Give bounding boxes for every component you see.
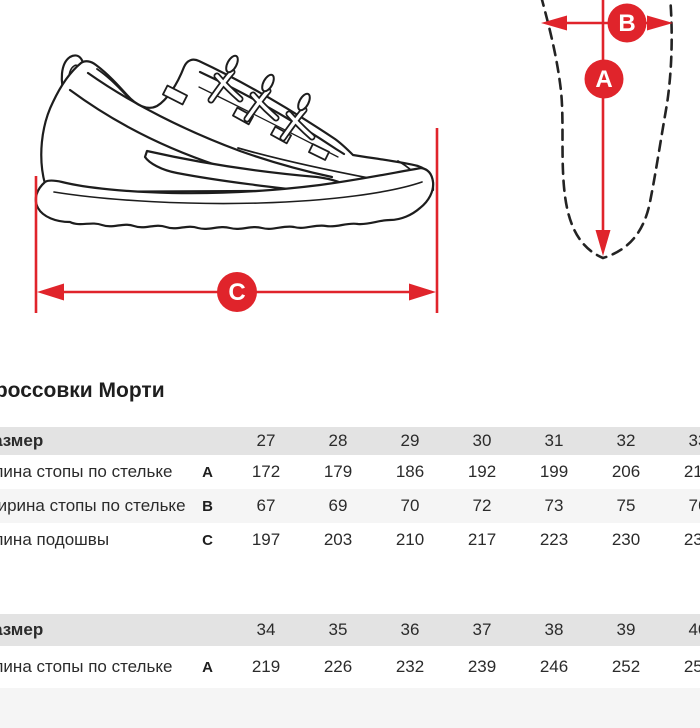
- value-cell: 223: [539, 530, 569, 549]
- value-cell: 226: [323, 657, 353, 676]
- lace-crossing: [279, 92, 316, 142]
- value-cell: 186: [395, 462, 425, 481]
- dimension-b-label: B: [618, 10, 635, 37]
- letter-header-cell: [185, 427, 230, 455]
- measure-label: Длина стопы по стельке: [0, 657, 173, 676]
- value-cell: 210: [395, 530, 425, 549]
- measure-label: Длина стопы по стельке: [0, 462, 173, 481]
- value-cell: 70: [400, 496, 420, 515]
- measure-row-c: Длина подошвы C 197 203 210 217 223 230 …: [0, 523, 700, 557]
- shoe-upper: [40, 58, 435, 194]
- size-header-cell: Размер: [0, 614, 185, 646]
- value-cell: [230, 688, 302, 728]
- measure-label: Длина подошвы: [0, 530, 110, 549]
- value-cell: [662, 688, 700, 728]
- size-cell: 35: [328, 620, 348, 639]
- laces: [207, 54, 316, 142]
- size-cell: 29: [400, 431, 420, 450]
- value-cell: 206: [611, 462, 641, 481]
- value-cell: 239: [467, 657, 497, 676]
- size-table-2: Размер 34 35 36 37 38 39 40 Длина стопы …: [0, 614, 700, 728]
- measure-row-a: Длина стопы по стельке A 172 179 186 192…: [0, 455, 700, 489]
- dimension-a-badge: A: [584, 59, 624, 99]
- measure-label-cell: Длина стопы по стельке: [0, 455, 185, 489]
- size-header-row: Размер 34 35 36 37 38 39 40: [0, 614, 700, 646]
- value-cell: 199: [539, 462, 569, 481]
- size-cell: 36: [400, 620, 420, 639]
- value-cell: [374, 688, 446, 728]
- size-table-1: Размер 27 28 29 30 31 32 33 Длина стопы …: [0, 427, 700, 557]
- size-cell: 40: [688, 620, 700, 639]
- value-cell: 75: [616, 496, 636, 515]
- value-cell: 219: [251, 657, 281, 676]
- value-cell: 69: [328, 496, 348, 515]
- dimension-c-label: C: [228, 279, 245, 306]
- size-header-row: Размер 27 28 29 30 31 32 33: [0, 427, 700, 455]
- sole-outline: [34, 166, 435, 230]
- measure-row-a: Длина стопы по стельке A 219 226 232 239…: [0, 646, 700, 688]
- measure-letter: [185, 688, 230, 728]
- letter-header-cell: [185, 614, 230, 646]
- measure-letter: A: [202, 658, 213, 676]
- dimension-a-label: A: [595, 66, 612, 93]
- measure-label-cell: Ширина стопы по стельке: [0, 489, 185, 523]
- page-title-text: Кроссовки Морти: [0, 379, 165, 402]
- value-cell: 230: [611, 530, 641, 549]
- size-cell: 39: [616, 620, 636, 639]
- size-header-label: Размер: [0, 431, 44, 450]
- value-cell: 72: [472, 496, 492, 515]
- footprint-outline: [540, 0, 673, 260]
- value-cell: 179: [323, 462, 353, 481]
- lace-crossing: [207, 54, 244, 104]
- lace-crossing: [243, 73, 280, 123]
- size-cell: 37: [472, 620, 492, 639]
- value-cell: 192: [467, 462, 497, 481]
- page-title: Кроссовки Морти: [0, 379, 165, 403]
- size-cell: 27: [256, 431, 276, 450]
- measure-row-b-cropped: [0, 688, 700, 728]
- size-cell: 31: [544, 431, 564, 450]
- size-cell: 32: [616, 431, 636, 450]
- value-cell: [446, 688, 518, 728]
- measure-letter: B: [202, 497, 213, 515]
- value-cell: [302, 688, 374, 728]
- value-cell: 217: [467, 530, 497, 549]
- value-cell: 259: [683, 657, 700, 676]
- value-cell: 246: [539, 657, 569, 676]
- size-chart-page: C A B Кроссовки Морти: [0, 0, 700, 676]
- value-cell: 73: [544, 496, 564, 515]
- value-cell: 197: [251, 530, 281, 549]
- sneaker-drawing: [34, 54, 435, 230]
- size-cell: 33: [688, 431, 700, 450]
- size-header-cell: Размер: [0, 427, 185, 455]
- value-cell: 213: [683, 462, 700, 481]
- dimension-b-badge: B: [607, 3, 647, 43]
- dimension-c-badge: C: [217, 272, 257, 312]
- size-header-label: Размер: [0, 620, 44, 639]
- value-cell: 236: [683, 530, 700, 549]
- size-cell: 38: [544, 620, 564, 639]
- value-cell: 232: [395, 657, 425, 676]
- value-cell: 67: [256, 496, 276, 515]
- measure-label-cell: Длина стопы по стельке: [0, 646, 185, 688]
- value-cell: 76: [688, 496, 700, 515]
- value-cell: [518, 688, 590, 728]
- value-cell: 172: [251, 462, 281, 481]
- measurement-illustration: C A B: [34, 0, 673, 313]
- measure-row-b: Ширина стопы по стельке B 67 69 70 72 73…: [0, 489, 700, 523]
- value-cell: 203: [323, 530, 353, 549]
- measure-label: Ширина стопы по стельке: [0, 496, 185, 515]
- dimension-b-arrow: [541, 15, 673, 31]
- measure-label-cell: Длина подошвы: [0, 523, 185, 557]
- value-cell: [590, 688, 662, 728]
- measure-letter: C: [202, 531, 213, 549]
- size-cell: 34: [256, 620, 276, 639]
- size-cell: 28: [328, 431, 348, 450]
- size-cell: 30: [472, 431, 492, 450]
- midsole-seam: [53, 181, 423, 205]
- measure-letter: A: [202, 463, 213, 481]
- measure-label-cell: [0, 688, 185, 728]
- dimension-a-arrow: [595, 0, 611, 256]
- value-cell: 252: [611, 657, 641, 676]
